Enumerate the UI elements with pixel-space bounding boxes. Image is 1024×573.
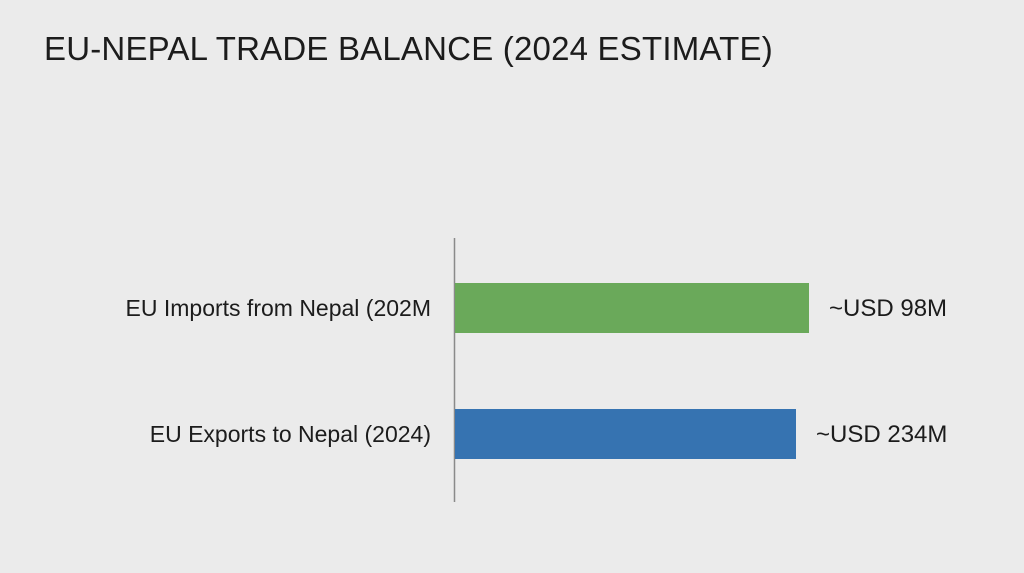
bar-eu-imports	[455, 283, 809, 333]
category-label: EU Imports from Nepal (202M	[126, 295, 431, 321]
category-label: EU Exports to Nepal (2024)	[150, 421, 431, 447]
value-label: ~USD 234M	[816, 421, 947, 448]
chart-title: EU-NEPAL TRADE BALANCE (2024 ESTIMATE)	[44, 30, 773, 67]
value-label: ~USD 98M	[829, 295, 947, 322]
bar-eu-exports	[455, 409, 796, 459]
